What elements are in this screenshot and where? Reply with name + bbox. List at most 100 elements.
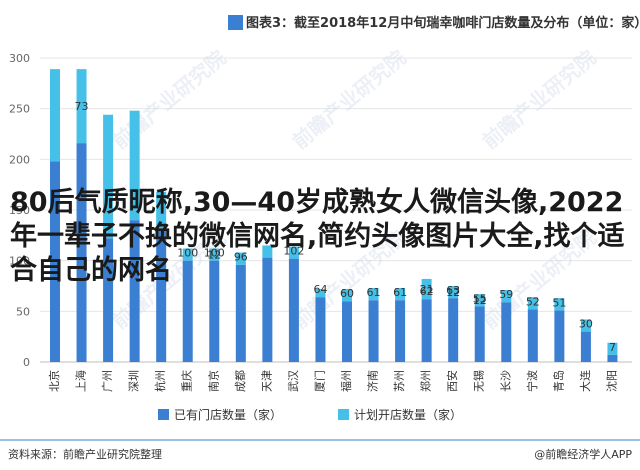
source-note: 资料来源：前瞻产业研究院整理 <box>8 447 162 461</box>
bar-planned <box>182 248 193 261</box>
bar-opened <box>580 331 591 362</box>
x-tick-label: 南京 <box>206 370 220 392</box>
bar-planned <box>209 248 220 261</box>
x-tick-label: 深圳 <box>128 370 141 392</box>
bar-opened <box>129 220 140 362</box>
bar-planned <box>448 286 459 299</box>
x-tick-label: 重庆 <box>180 370 194 392</box>
x-tick-label: 上海 <box>74 370 88 392</box>
data-label-planned: 12 <box>207 249 221 262</box>
legend-label: 计划开店数量（家） <box>354 407 462 422</box>
bar-planned <box>156 191 167 229</box>
data-label-planned: 12 <box>473 294 487 307</box>
legend-swatch <box>338 409 349 420</box>
data-label-opened: 61 <box>393 286 407 299</box>
legend-swatch <box>158 409 169 420</box>
bar-opened <box>395 300 406 362</box>
bar-planned <box>315 289 326 298</box>
y-tick-label: 200 <box>9 153 30 166</box>
x-tick-label: 成都 <box>234 370 247 392</box>
bar-planned <box>607 342 618 355</box>
data-label-opened: 63 <box>446 284 460 297</box>
bar-planned <box>421 278 432 300</box>
data-label-opened: 59 <box>499 288 513 301</box>
bar-planned <box>50 69 60 162</box>
data-label-opened: 62 <box>420 285 434 298</box>
brand-note: @前瞻经济学人APP <box>534 447 632 461</box>
bar-opened <box>262 257 273 362</box>
bar-opened <box>315 297 326 362</box>
data-label-opened: 64 <box>313 283 327 296</box>
bar-planned <box>554 298 565 311</box>
bar-planned <box>288 246 299 259</box>
data-label-planned: 12 <box>446 286 460 299</box>
x-axis: 北京 上海 广州 深圳 杭州 重庆 南京 成都 天津 武汉 厦门 福州 济南 苏州 郑州 西安 无锡 长沙 宁波 青岛… <box>47 370 618 392</box>
bar-planned <box>501 290 512 303</box>
data-label-opened: 100 <box>177 247 198 260</box>
data-label-planned: 73 <box>75 100 89 113</box>
y-tick-label: 300 <box>9 52 30 65</box>
data-label-opened: 51 <box>552 296 566 309</box>
y-tick-label: 50 <box>16 305 30 318</box>
x-tick-label: 杭州 <box>153 370 167 392</box>
x-tick-label: 天津 <box>260 370 273 392</box>
bar-opened <box>50 161 60 362</box>
x-tick-label: 厦门 <box>312 370 326 392</box>
x-tick-label: 北京 <box>47 370 61 392</box>
data-label-opened: 7 <box>609 341 616 354</box>
x-tick-label: 武汉 <box>287 370 300 392</box>
data-label-opened: 55 <box>473 292 487 305</box>
bar-opened <box>607 354 618 362</box>
x-tick-label: 宁波 <box>525 370 539 392</box>
bar-planned <box>527 297 538 310</box>
bar-opened <box>288 258 299 362</box>
chart-title: 图表3：截至2018年12月中旬瑞幸咖啡门店数量及分布（单位：家） <box>246 15 640 31</box>
bar-opened <box>554 310 565 362</box>
legend: 已有门店数量（家） 计划开店数量（家） <box>158 407 462 422</box>
x-tick-label: 无锡 <box>472 370 486 392</box>
x-tick-label: 福州 <box>339 370 353 392</box>
bar-opened <box>342 301 352 362</box>
y-tick-label: 100 <box>9 255 30 268</box>
data-label-opened: 100 <box>204 247 225 260</box>
data-label-opened: 61 <box>367 286 381 299</box>
data-label-opened: 30 <box>579 318 593 331</box>
data-label-opened: 60 <box>340 287 354 300</box>
legend-label: 已有门店数量（家） <box>174 407 282 422</box>
x-tick-label: 长沙 <box>499 370 512 392</box>
y-tick-label: 0 <box>23 356 30 369</box>
x-tick-label: 西安 <box>445 370 459 392</box>
bar-planned <box>235 252 246 265</box>
bar-planned <box>580 319 591 332</box>
bars <box>50 69 618 362</box>
x-tick-label: 沈阳 <box>604 370 618 392</box>
bar-planned <box>342 289 352 302</box>
bar-planned <box>76 69 87 144</box>
bar-opened <box>474 306 485 362</box>
bar-planned <box>262 245 273 258</box>
x-tick-label: 大连 <box>578 370 592 392</box>
data-label-opened: 52 <box>526 295 540 308</box>
bar-planned <box>103 114 114 239</box>
data-label-opened: 102 <box>283 245 304 258</box>
bar-opened <box>527 309 538 362</box>
y-axis: 0 50 100 150 200 250 300 <box>9 52 30 369</box>
bar-opened <box>103 238 114 362</box>
bar-planned <box>368 288 379 301</box>
bar-planned <box>129 110 140 221</box>
y-tick-label: 250 <box>9 103 30 116</box>
bar-opened <box>182 260 193 362</box>
bar-opened <box>235 264 246 362</box>
x-tick-label: 苏州 <box>393 370 406 392</box>
data-label-opened: 96 <box>234 251 248 264</box>
x-tick-label: 青岛 <box>551 370 565 392</box>
bar-planned <box>395 288 406 301</box>
title-marker <box>228 15 243 30</box>
x-tick-label: 郑州 <box>419 370 433 392</box>
y-tick-label: 150 <box>9 204 30 217</box>
bar-opened <box>448 298 459 362</box>
bar-opened <box>421 299 432 362</box>
bar-opened <box>156 228 167 362</box>
